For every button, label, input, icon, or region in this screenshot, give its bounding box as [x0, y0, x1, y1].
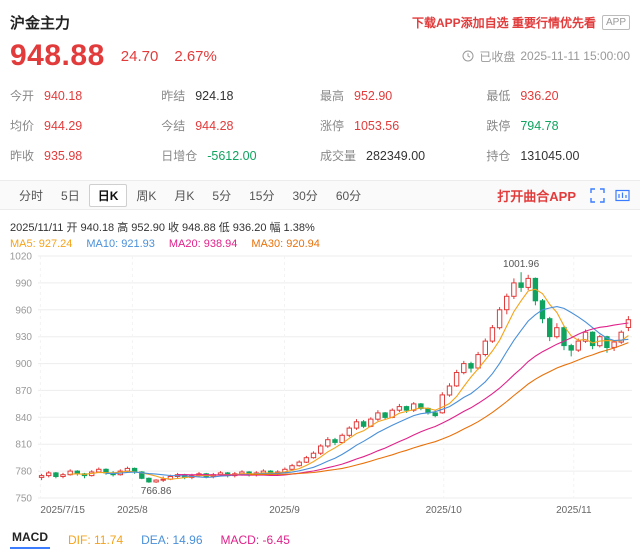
- kline-ohlc-info: 2025/11/11 开 940.18 高 952.90 收 948.88 低 …: [10, 222, 315, 234]
- svg-text:870: 870: [15, 386, 32, 397]
- download-app-promo[interactable]: 下载APP添加自选 重要行情优先看: [411, 16, 596, 30]
- tab-timeline[interactable]: 分时: [19, 188, 44, 203]
- stat-oi-change: 日增仓 -5612.00: [161, 148, 257, 164]
- market-status: 已收盘: [479, 49, 516, 64]
- svg-text:780: 780: [15, 467, 32, 478]
- stat-low: 最低 936.20: [486, 88, 559, 104]
- ma20-legend: MA20: 938.94: [168, 238, 238, 250]
- price-change-pct: 2.67%: [174, 47, 217, 65]
- svg-text:766.86: 766.86: [141, 486, 172, 497]
- stat-high: 最高 952.90: [320, 88, 393, 104]
- svg-text:2025/8: 2025/8: [117, 505, 148, 516]
- fullscreen-icon[interactable]: [590, 187, 605, 203]
- svg-text:750: 750: [15, 494, 32, 505]
- last-price: 948.88: [10, 39, 105, 72]
- contract-title: 沪金主力: [10, 15, 71, 32]
- tab-15min[interactable]: 15分: [249, 188, 275, 203]
- period-tab-bar: 分时 5日 日K 周K 月K 5分 15分 30分 60分 打开曲合APP: [0, 180, 640, 210]
- tab-weekly-k[interactable]: 周K: [136, 188, 157, 203]
- dea-value: DEA: 14.96: [141, 532, 203, 547]
- svg-text:930: 930: [15, 332, 32, 343]
- ma30-legend: MA30: 920.94: [251, 238, 320, 250]
- open-app-link[interactable]: 打开曲合APP: [497, 188, 576, 204]
- stat-limit-up: 涨停 1053.56: [320, 118, 400, 134]
- tab-5min[interactable]: 5分: [212, 188, 232, 203]
- stat-prev-settle: 昨结 924.18: [161, 88, 234, 104]
- landscape-chart-icon[interactable]: [615, 188, 630, 203]
- clock-icon: [462, 50, 474, 62]
- app-badge[interactable]: APP: [601, 15, 630, 30]
- candlestick-chart[interactable]: 750 780 810 840 870 900 930 960 990 1020 2025/7/15…: [0, 250, 640, 522]
- svg-text:1001.96: 1001.96: [503, 259, 540, 270]
- market-status-block: 已收盘 2025-11-11 15:00:00: [462, 48, 630, 65]
- svg-text:2025/9: 2025/9: [269, 505, 300, 516]
- stat-today-settle: 今结 944.28: [161, 118, 234, 134]
- ma-legend: MA5: 927.24 MA10: 921.93 MA20: 938.94 MA…: [0, 235, 640, 250]
- svg-text:1020: 1020: [10, 252, 33, 263]
- tab-60min[interactable]: 60分: [335, 188, 362, 203]
- svg-text:2025/11: 2025/11: [556, 505, 592, 516]
- price-row: 948.88 24.70 2.67% 已收盘 2025-11-11 15:00:…: [0, 33, 640, 73]
- price-change: 24.70: [120, 47, 159, 65]
- macd-indicator-tab[interactable]: MACD: [10, 530, 50, 549]
- svg-text:810: 810: [15, 440, 32, 451]
- ma10-legend: MA10: 921.93: [86, 238, 155, 250]
- header-top-row: 沪金主力 下载APP添加自选 重要行情优先看 APP: [0, 0, 640, 33]
- svg-text:960: 960: [15, 305, 32, 316]
- stat-volume: 成交量 282349.00: [320, 148, 426, 164]
- stats-grid: 今开 940.18 昨结 924.18 最高 952.90 最低 936.20 均价 94…: [0, 73, 640, 164]
- svg-text:2025/7/15: 2025/7/15: [40, 505, 85, 516]
- stat-open-interest: 持仓 131045.00: [486, 148, 580, 164]
- tab-5day[interactable]: 5日: [61, 188, 80, 203]
- svg-text:2025/10: 2025/10: [426, 505, 463, 516]
- indicator-footer: MACD DIF: 11.74 DEA: 14.96 MACD: -6.45: [0, 527, 640, 549]
- tab-daily-k[interactable]: 日K: [88, 183, 128, 207]
- stat-today-open: 今开 940.18: [10, 88, 83, 104]
- tab-monthly-k[interactable]: 月K: [174, 188, 195, 203]
- stat-limit-down: 跌停 794.78: [486, 118, 559, 134]
- tab-30min[interactable]: 30分: [292, 188, 318, 203]
- svg-text:990: 990: [15, 278, 32, 289]
- stat-avg-price: 均价 944.29: [10, 118, 83, 134]
- close-timestamp: 2025-11-11 15:00:00: [520, 49, 630, 63]
- dif-value: DIF: 11.74: [68, 532, 124, 547]
- stat-prev-close: 昨收 935.98: [10, 148, 83, 164]
- macd-value: MACD: -6.45: [220, 532, 290, 547]
- svg-text:840: 840: [15, 413, 32, 424]
- ma5-legend: MA5: 927.24: [10, 238, 73, 250]
- svg-text:900: 900: [15, 359, 32, 370]
